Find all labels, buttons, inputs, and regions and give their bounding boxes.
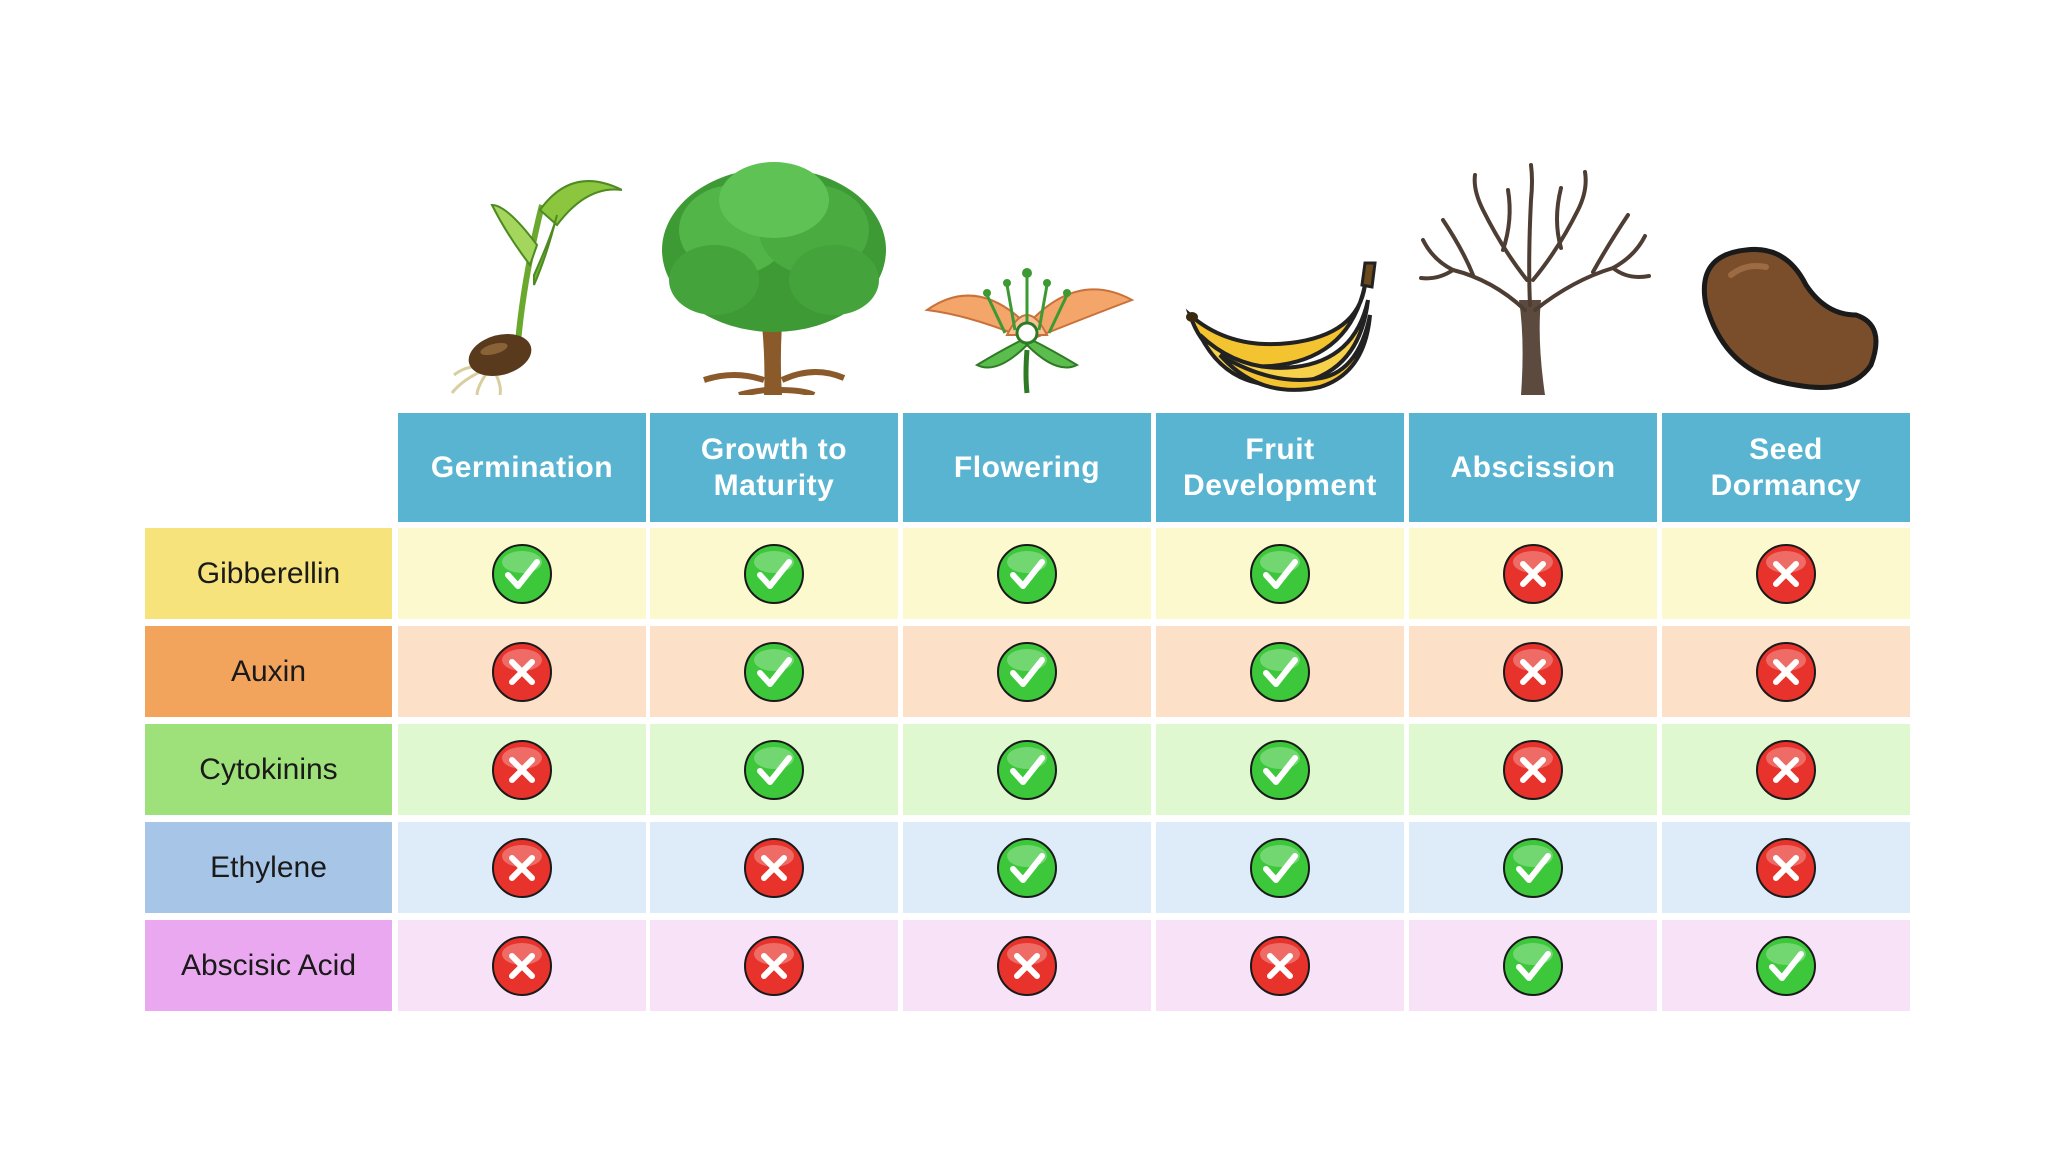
table-cell xyxy=(1156,626,1404,717)
table-cell xyxy=(1409,724,1657,815)
column-header-1: Germination xyxy=(398,413,646,522)
table-cell xyxy=(1156,920,1404,1011)
column-header-text: Seed xyxy=(1749,432,1823,466)
cross-icon xyxy=(1503,543,1563,604)
cross-icon xyxy=(1503,739,1563,800)
row-label-abscisic-acid: Abscisic Acid xyxy=(145,920,392,1011)
cross-icon xyxy=(492,739,552,800)
table-cell xyxy=(1662,920,1910,1011)
check-icon xyxy=(997,739,1057,800)
table-cell xyxy=(650,822,898,913)
cross-icon xyxy=(1250,935,1310,996)
check-icon xyxy=(744,739,804,800)
banana-icon xyxy=(1185,261,1377,392)
banana-illustration xyxy=(1156,160,1404,395)
column-header-4: Fruit Development xyxy=(1156,413,1404,522)
cross-icon xyxy=(1503,641,1563,702)
check-icon xyxy=(492,543,552,604)
table-cell xyxy=(1662,528,1910,619)
check-icon xyxy=(1250,641,1310,702)
table-cell xyxy=(1156,724,1404,815)
bare-tree-illustration xyxy=(1409,160,1657,395)
table-cell xyxy=(398,920,646,1011)
cross-icon xyxy=(744,837,804,898)
flower-illustration xyxy=(903,160,1151,395)
cross-icon xyxy=(492,935,552,996)
check-icon xyxy=(744,543,804,604)
table-cell xyxy=(903,920,1151,1011)
row-label-ethylene: Ethylene xyxy=(145,822,392,913)
column-header-text: Fruit xyxy=(1245,432,1315,466)
tree-icon xyxy=(662,162,886,395)
column-header-text: Dormancy xyxy=(1710,468,1862,502)
cross-icon xyxy=(492,837,552,898)
column-header-6: Seed Dormancy xyxy=(1662,413,1910,522)
table-cell xyxy=(1409,920,1657,1011)
cross-icon xyxy=(744,935,804,996)
table-cell xyxy=(1409,528,1657,619)
table-cell xyxy=(903,822,1151,913)
table-cell xyxy=(398,626,646,717)
table-cell xyxy=(903,724,1151,815)
table-cell xyxy=(1662,822,1910,913)
table-cell xyxy=(650,920,898,1011)
check-icon xyxy=(1250,837,1310,898)
table-cell xyxy=(398,822,646,913)
check-icon xyxy=(744,641,804,702)
tree-illustration xyxy=(650,160,898,395)
column-header-text: Development xyxy=(1183,468,1377,502)
table-cell xyxy=(650,528,898,619)
column-header-text: Flowering xyxy=(953,450,1101,484)
table-cell xyxy=(650,626,898,717)
column-header-text: Growth to xyxy=(700,432,848,466)
seed-icon xyxy=(1701,246,1879,390)
cross-icon xyxy=(492,641,552,702)
check-icon xyxy=(1250,739,1310,800)
flower-icon xyxy=(924,268,1135,394)
table-cell xyxy=(903,528,1151,619)
table-cell xyxy=(1662,724,1910,815)
table-cell xyxy=(1156,528,1404,619)
check-icon xyxy=(1250,543,1310,604)
table-cell xyxy=(1662,626,1910,717)
column-header-2: Growth to Maturity xyxy=(650,413,898,522)
check-icon xyxy=(1503,935,1563,996)
seed-illustration xyxy=(1662,160,1910,395)
column-header-3: Flowering xyxy=(903,413,1151,522)
seedling-icon xyxy=(450,180,622,395)
row-label-cytokinins: Cytokinins xyxy=(145,724,392,815)
cross-icon xyxy=(1756,641,1816,702)
check-icon xyxy=(997,543,1057,604)
cross-icon xyxy=(997,935,1057,996)
row-label-gibberellin: Gibberellin xyxy=(145,528,392,619)
check-icon xyxy=(1756,935,1816,996)
table-cell xyxy=(398,528,646,619)
column-header-5: Abscission xyxy=(1409,413,1657,522)
seedling-illustration xyxy=(398,160,646,395)
table-cell xyxy=(1409,626,1657,717)
table-cell xyxy=(903,626,1151,717)
column-header-text: Abscission xyxy=(1450,450,1616,484)
bare-tree-icon xyxy=(1419,163,1651,395)
check-icon xyxy=(1503,837,1563,898)
row-label-auxin: Auxin xyxy=(145,626,392,717)
table-cell xyxy=(398,724,646,815)
column-header-text: Germination xyxy=(430,450,614,484)
cross-icon xyxy=(1756,543,1816,604)
table-cell xyxy=(650,724,898,815)
table-cell xyxy=(1409,822,1657,913)
column-header-text: Maturity xyxy=(713,468,835,502)
cross-icon xyxy=(1756,837,1816,898)
check-icon xyxy=(997,837,1057,898)
table-cell xyxy=(1156,822,1404,913)
check-icon xyxy=(997,641,1057,702)
cross-icon xyxy=(1756,739,1816,800)
